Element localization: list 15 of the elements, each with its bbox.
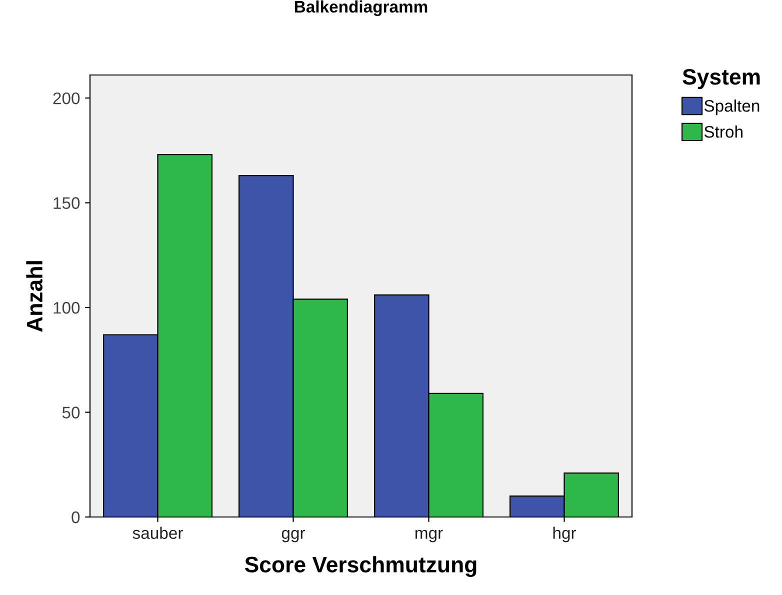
y-tick-label: 200: [53, 92, 80, 104]
y-tick-label: 50: [62, 406, 80, 418]
y-tick-label: 100: [54, 302, 80, 314]
legend-title: System: [682, 68, 760, 90]
y-axis-title: Anzahl: [26, 261, 43, 332]
x-tick-label: hgr: [553, 526, 576, 542]
legend-label: Spalten: [704, 100, 760, 116]
chart-title: Balkendiagramm: [294, 0, 428, 16]
x-tick-label: mgr: [416, 530, 443, 542]
x-axis-title: Score Verschmutzung: [244, 556, 476, 577]
y-tick-label: 0: [72, 511, 80, 524]
legend-label: Stroh: [704, 126, 742, 138]
y-tick-label: 150: [54, 197, 80, 209]
x-tick-label: sauber: [132, 526, 183, 539]
x-tick-label: ggr: [282, 530, 306, 542]
